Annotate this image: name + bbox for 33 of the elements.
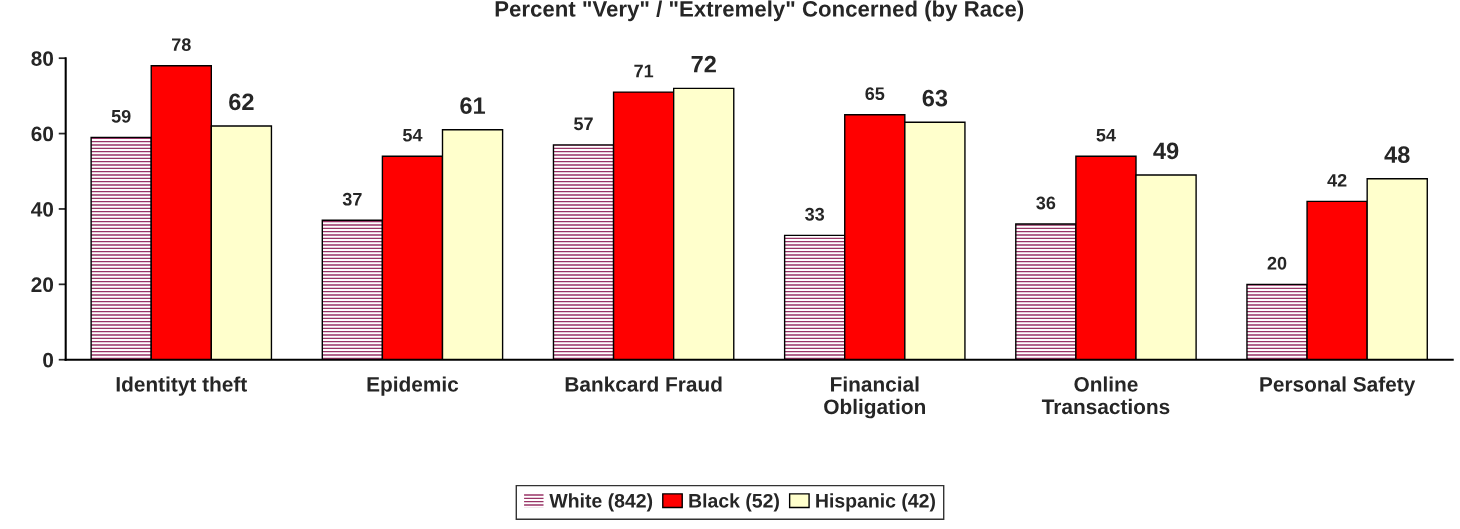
data-label: 36	[1036, 196, 1056, 210]
y-tick-label: 60	[31, 126, 54, 142]
x-tick-label: Bankcard Fraud	[565, 376, 722, 392]
data-label: 72	[691, 55, 716, 73]
data-label: 65	[865, 87, 885, 101]
legend-label: Black (52)	[689, 493, 779, 512]
x-tick-label: Financial Obligation	[824, 376, 925, 419]
data-label: 61	[460, 97, 486, 115]
data-label: 48	[1384, 146, 1410, 164]
data-label: 20	[1267, 256, 1287, 270]
x-tick-label: Epidemic	[367, 376, 459, 396]
chart-title: Percent "Very" / "Extremely" Concerned (by Race)	[495, 0, 1024, 22]
y-tick-label: 80	[31, 51, 54, 66]
data-label: 37	[342, 192, 362, 206]
data-label: 62	[229, 93, 254, 111]
legend-label: Hispanic (42)	[816, 493, 935, 512]
data-label: 42	[1327, 173, 1347, 187]
data-label: 57	[574, 117, 593, 131]
x-tick-label: Online Transactions	[1041, 376, 1170, 415]
data-label: 59	[111, 109, 131, 123]
data-label: 54	[402, 128, 423, 142]
data-label: 54	[1096, 128, 1116, 142]
data-label: 63	[922, 89, 948, 107]
y-tick-label: 0	[43, 352, 54, 368]
data-label: 71	[634, 64, 654, 78]
y-tick-label: 40	[31, 201, 54, 217]
x-tick-label: Identityt theft	[116, 376, 247, 396]
data-label: 78	[172, 38, 191, 52]
legend-label: White (842)	[549, 493, 653, 512]
x-tick-label: Personal Safety	[1260, 376, 1416, 396]
data-label: 49	[1153, 142, 1179, 160]
data-label: 33	[805, 207, 825, 221]
y-tick-label: 20	[31, 277, 54, 293]
